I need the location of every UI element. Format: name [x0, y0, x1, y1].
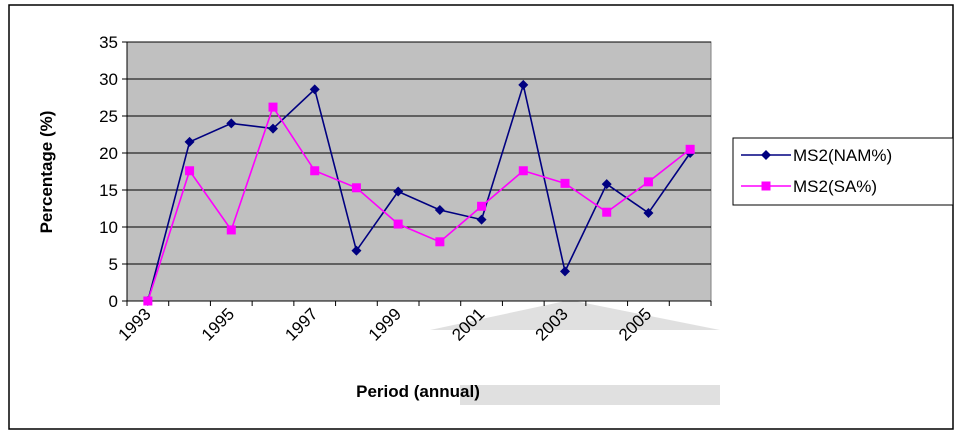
- data-point: [476, 214, 487, 225]
- data-point: [601, 179, 612, 190]
- legend-label: MS2(NAM%): [793, 146, 892, 165]
- data-point: [226, 118, 237, 129]
- y-axis-title: Percentage (%): [37, 111, 56, 234]
- data-point: [184, 136, 195, 147]
- legend-box: [732, 137, 954, 206]
- data-point: [268, 123, 278, 134]
- data-point: [351, 183, 361, 193]
- legend-label: MS2(SA%): [793, 177, 877, 196]
- data-point: [393, 219, 403, 229]
- data-point: [226, 225, 236, 235]
- data-point: [685, 144, 695, 154]
- data-point: [268, 102, 278, 112]
- data-point: [185, 166, 195, 176]
- data-point: [560, 178, 570, 188]
- data-point: [477, 201, 487, 211]
- data-point: [602, 207, 612, 217]
- plot-area: [126, 41, 712, 302]
- y-tick-label: 35: [99, 33, 118, 52]
- y-tick-label: 0: [109, 292, 118, 311]
- data-point: [310, 166, 320, 176]
- data-point: [560, 266, 570, 277]
- data-point: [643, 177, 653, 187]
- y-tick-label: 25: [99, 107, 118, 126]
- y-tick-label: 5: [109, 255, 118, 274]
- watermark: [430, 300, 720, 405]
- series-line: [147, 105, 691, 302]
- data-point: [351, 245, 362, 256]
- data-point: [643, 207, 654, 218]
- data-point: [143, 296, 153, 306]
- x-axis-title: Period (annual): [356, 382, 480, 401]
- y-tick-label: 20: [99, 144, 118, 163]
- data-point: [518, 166, 528, 176]
- data-point: [761, 150, 771, 160]
- y-tick-label: 30: [99, 70, 118, 89]
- data-point: [434, 204, 445, 215]
- y-tick-label: 10: [99, 218, 118, 237]
- watermark-roof: [430, 300, 720, 330]
- watermark-base: [460, 385, 720, 405]
- data-point: [518, 79, 529, 90]
- data-point: [761, 181, 771, 191]
- y-tick-label: 15: [99, 181, 118, 200]
- data-point: [309, 84, 320, 95]
- data-point: [393, 186, 404, 197]
- series-line: [147, 81, 691, 302]
- data-point: [435, 237, 445, 247]
